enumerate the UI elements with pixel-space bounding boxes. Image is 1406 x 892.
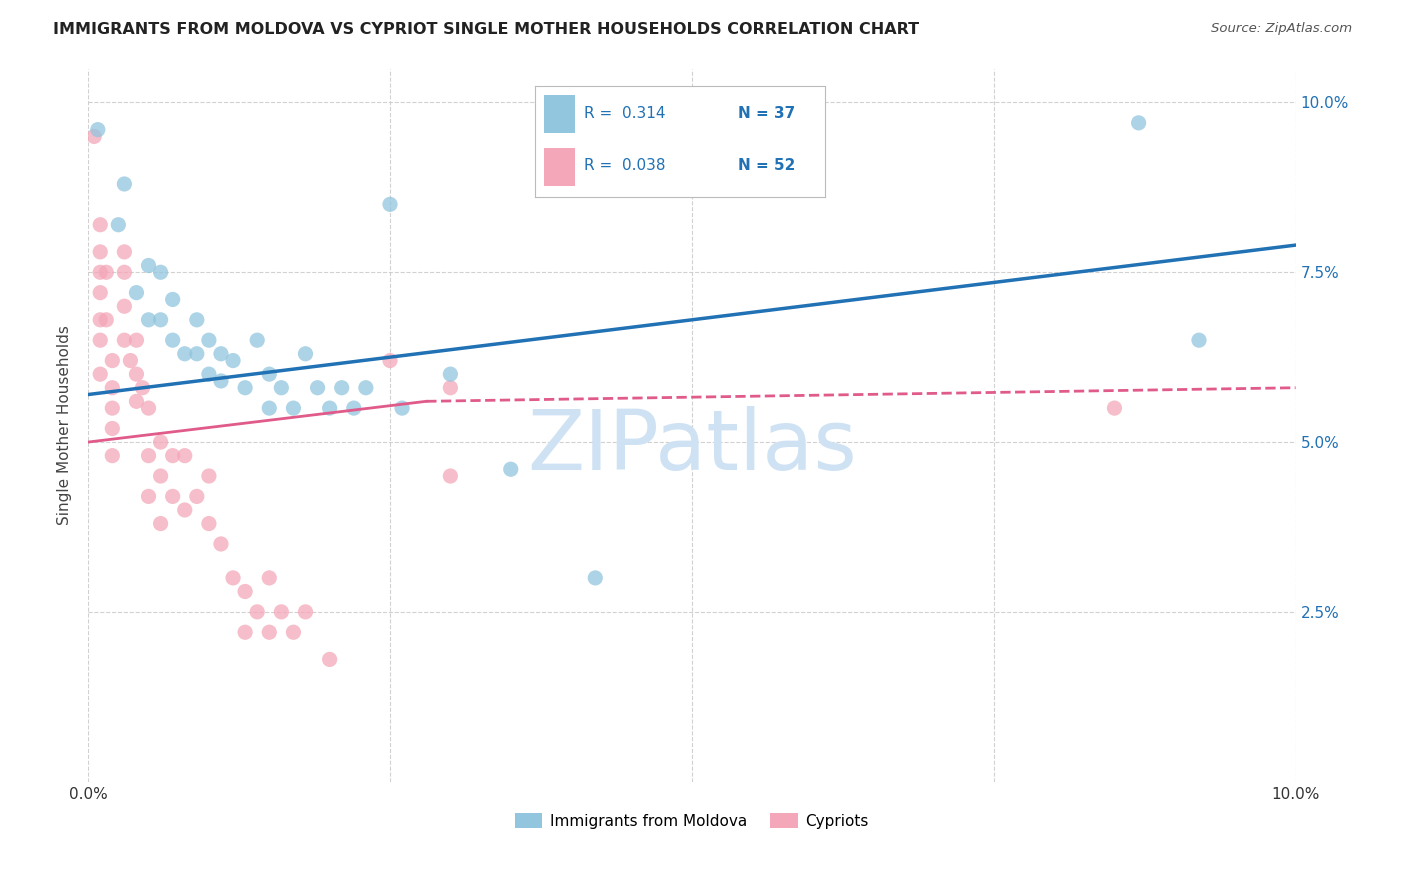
Point xyxy=(198,469,221,483)
Point xyxy=(96,313,118,327)
Point xyxy=(246,605,269,619)
Point xyxy=(1104,401,1126,416)
Point xyxy=(283,625,305,640)
Point xyxy=(259,367,281,381)
Point xyxy=(378,353,401,368)
Point xyxy=(233,625,256,640)
Point xyxy=(233,381,256,395)
Point xyxy=(101,401,124,416)
Point xyxy=(198,516,221,531)
Point xyxy=(149,435,172,450)
Point xyxy=(186,347,208,361)
Point xyxy=(330,381,353,395)
Point xyxy=(89,333,111,347)
Point xyxy=(209,347,232,361)
Point xyxy=(125,285,148,300)
Point xyxy=(89,218,111,232)
Point xyxy=(209,537,232,551)
Point xyxy=(583,571,606,585)
Point xyxy=(101,421,124,435)
Point xyxy=(270,381,292,395)
Point xyxy=(233,584,256,599)
Text: IMMIGRANTS FROM MOLDOVA VS CYPRIOT SINGLE MOTHER HOUSEHOLDS CORRELATION CHART: IMMIGRANTS FROM MOLDOVA VS CYPRIOT SINGL… xyxy=(53,22,920,37)
Point xyxy=(101,353,124,368)
Point xyxy=(209,374,232,388)
Point xyxy=(89,244,111,259)
Point xyxy=(173,347,195,361)
Point xyxy=(1128,116,1150,130)
Point xyxy=(112,244,135,259)
Point xyxy=(294,605,316,619)
Y-axis label: Single Mother Households: Single Mother Households xyxy=(58,326,72,525)
Point xyxy=(138,259,160,273)
Point xyxy=(125,333,148,347)
Point xyxy=(391,401,413,416)
Point xyxy=(439,367,461,381)
Point xyxy=(107,218,129,232)
Point xyxy=(149,516,172,531)
Point xyxy=(259,625,281,640)
Point xyxy=(96,265,118,279)
Point xyxy=(138,401,160,416)
Text: Source: ZipAtlas.com: Source: ZipAtlas.com xyxy=(1212,22,1353,36)
Legend: Immigrants from Moldova, Cypriots: Immigrants from Moldova, Cypriots xyxy=(509,806,875,835)
Point xyxy=(439,381,461,395)
Point xyxy=(246,333,269,347)
Point xyxy=(89,285,111,300)
Point xyxy=(354,381,377,395)
Point xyxy=(162,449,184,463)
Point xyxy=(1188,333,1211,347)
Point xyxy=(120,353,142,368)
Point xyxy=(198,367,221,381)
Point xyxy=(138,449,160,463)
Point xyxy=(186,490,208,504)
Point xyxy=(89,367,111,381)
Point xyxy=(499,462,522,476)
Point xyxy=(318,652,340,666)
Point xyxy=(283,401,305,416)
Point xyxy=(259,401,281,416)
Point xyxy=(270,605,292,619)
Point xyxy=(162,293,184,307)
Point xyxy=(318,401,340,416)
Point xyxy=(149,469,172,483)
Point xyxy=(343,401,366,416)
Point xyxy=(131,381,153,395)
Point xyxy=(162,490,184,504)
Point xyxy=(307,381,329,395)
Point xyxy=(112,177,135,191)
Point xyxy=(198,333,221,347)
Point xyxy=(222,353,245,368)
Point xyxy=(125,394,148,409)
Point xyxy=(87,122,110,136)
Point xyxy=(149,265,172,279)
Point xyxy=(294,347,316,361)
Point xyxy=(222,571,245,585)
Point xyxy=(186,313,208,327)
Point xyxy=(162,333,184,347)
Point xyxy=(112,265,135,279)
Text: ZIPatlas: ZIPatlas xyxy=(527,406,856,487)
Point xyxy=(89,265,111,279)
Point xyxy=(149,313,172,327)
Point xyxy=(101,449,124,463)
Point xyxy=(83,129,105,144)
Point xyxy=(259,571,281,585)
Point xyxy=(112,299,135,313)
Point xyxy=(101,381,124,395)
Point xyxy=(125,367,148,381)
Point xyxy=(112,333,135,347)
Point xyxy=(138,313,160,327)
Point xyxy=(439,469,461,483)
Point xyxy=(378,197,401,211)
Point xyxy=(173,449,195,463)
Point xyxy=(89,313,111,327)
Point xyxy=(138,490,160,504)
Point xyxy=(173,503,195,517)
